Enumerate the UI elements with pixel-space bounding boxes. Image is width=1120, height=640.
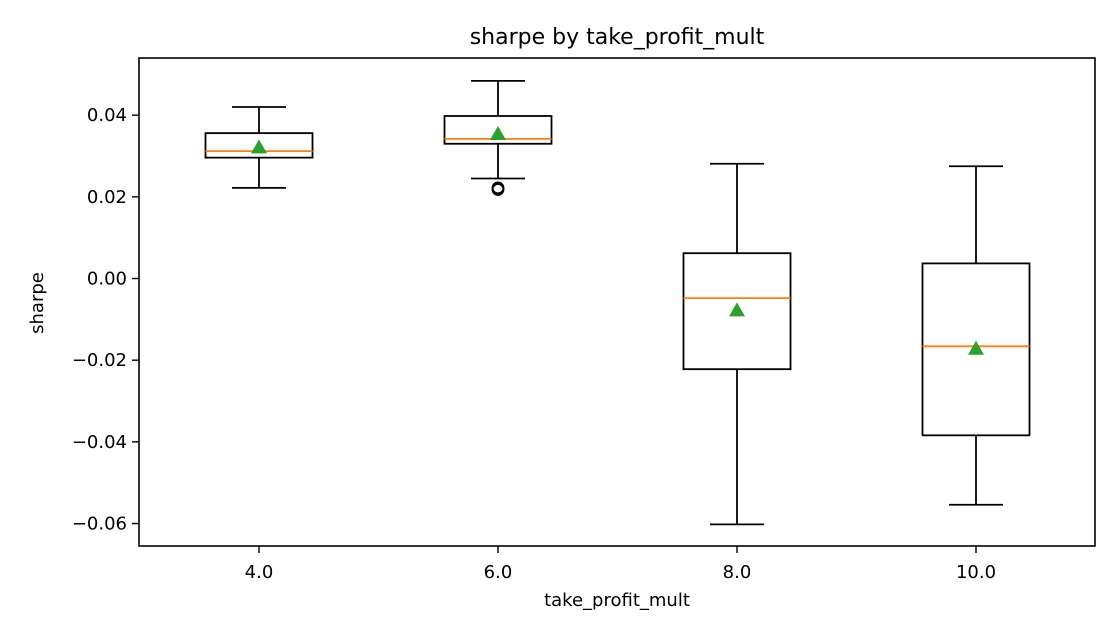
y-tick-label: 0.00 [87,269,127,290]
outlier-point [491,181,505,195]
axes: 0.04 0.02 0.00 −0.02 −0.04 −0.06 4.0 6.0 8.0 10.0 [72,57,1096,583]
box [204,132,314,159]
y-tick-label: −0.06 [72,514,127,535]
box [682,252,792,371]
box-group [921,165,1031,506]
box [443,115,553,145]
mean-marker [968,340,984,355]
x-tick-label: 4.0 [245,562,274,583]
chart-title: sharpe by take_profit_mult [470,25,765,50]
mean-marker [729,302,745,317]
box-group [204,106,314,189]
box-group [682,162,792,526]
x-tick-label: 6.0 [484,562,513,583]
y-axis-label: sharpe [27,272,48,334]
plot-area [204,79,1031,526]
y-tick-label: −0.04 [72,432,127,453]
y-tick-label: 0.02 [87,187,127,208]
x-tick-label: 8.0 [723,562,752,583]
mean-marker [490,125,506,140]
y-tick-label: 0.04 [87,105,127,126]
x-tick-label: 10.0 [956,562,996,583]
box-group [443,79,553,196]
x-axis-label: take_profit_mult [544,590,690,611]
mean-marker [251,139,267,154]
box [921,262,1031,437]
plot-frame [138,57,1096,547]
y-tick-label: −0.02 [72,350,127,371]
